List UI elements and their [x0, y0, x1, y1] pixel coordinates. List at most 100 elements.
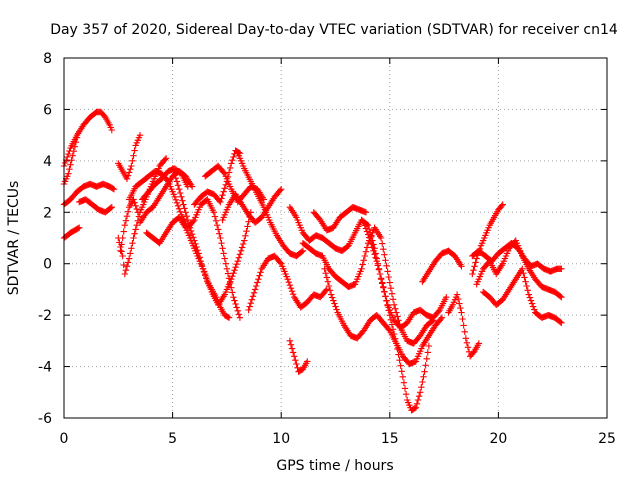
data-point — [286, 281, 294, 289]
data-point — [117, 247, 124, 255]
series-arc-12 — [143, 209, 254, 309]
data-point — [526, 294, 534, 301]
data-point — [392, 335, 399, 342]
data-point — [123, 263, 131, 270]
data-point — [399, 373, 407, 381]
data-point — [177, 189, 184, 197]
chart-title: Day 357 of 2020, Sidereal Day-to-day VTE… — [50, 22, 618, 38]
data-point — [417, 389, 424, 396]
data-point — [121, 221, 129, 229]
series-arc-30 — [479, 265, 565, 327]
data-point — [472, 259, 479, 266]
series-arc-8 — [117, 196, 142, 255]
data-point — [383, 262, 390, 270]
data-point — [287, 284, 295, 292]
data-point — [558, 265, 565, 273]
y-tick-label: 4 — [43, 154, 52, 170]
data-point — [332, 303, 339, 310]
data-point — [133, 205, 140, 213]
data-point — [294, 364, 301, 372]
data-point — [521, 274, 528, 281]
x-tick-label: 0 — [60, 431, 69, 447]
data-point — [393, 309, 400, 316]
data-point — [232, 300, 239, 308]
data-point — [100, 112, 108, 120]
data-point — [110, 185, 118, 193]
data-point — [385, 273, 392, 281]
data-point — [374, 262, 382, 269]
data-point — [323, 274, 331, 281]
data-point — [372, 254, 379, 261]
x-tick-label: 15 — [381, 431, 399, 447]
data-point — [190, 218, 197, 225]
data-point — [199, 265, 207, 273]
data-point — [65, 150, 72, 158]
data-point — [557, 293, 564, 300]
data-point — [470, 266, 477, 274]
series-arc-6 — [115, 131, 144, 183]
data-point — [471, 263, 478, 270]
data-point — [376, 270, 384, 278]
data-point — [174, 202, 182, 210]
data-point — [304, 358, 311, 365]
data-point — [524, 287, 531, 294]
data-point — [411, 405, 418, 412]
data-point — [196, 254, 203, 261]
data-point — [462, 335, 470, 342]
data-point — [119, 234, 126, 242]
data-point — [61, 159, 69, 167]
data-point — [362, 248, 370, 255]
data-point — [321, 265, 328, 273]
data-point — [438, 314, 446, 321]
data-point — [69, 152, 76, 159]
data-point — [395, 351, 402, 358]
data-point — [412, 404, 420, 411]
data-point — [174, 182, 182, 189]
data-point — [420, 373, 427, 381]
data-point — [292, 356, 299, 364]
data-point — [221, 255, 228, 262]
data-point — [380, 245, 387, 253]
data-point — [286, 337, 294, 345]
data-point — [362, 225, 370, 232]
data-point — [135, 213, 143, 220]
series-arc-20 — [286, 203, 450, 332]
data-point — [221, 185, 228, 192]
data-point — [528, 300, 536, 307]
data-point — [222, 181, 230, 189]
data-point — [70, 148, 77, 155]
data-point — [182, 209, 189, 216]
data-point — [67, 161, 74, 168]
series-arc-29 — [473, 237, 565, 301]
data-point — [217, 234, 224, 242]
data-point — [118, 241, 125, 248]
data-point — [220, 169, 227, 176]
data-point — [230, 269, 237, 277]
series-arc-21 — [299, 224, 437, 347]
data-point — [233, 304, 240, 311]
data-point — [225, 314, 233, 321]
data-point — [124, 259, 132, 266]
data-point — [437, 315, 445, 323]
data-point — [122, 217, 130, 224]
x-tick-label: 20 — [489, 431, 507, 447]
data-point — [360, 257, 367, 264]
series-arc-3 — [60, 180, 118, 208]
data-point — [231, 266, 238, 274]
data-point — [465, 348, 473, 355]
data-point — [360, 219, 367, 226]
data-point — [245, 218, 252, 225]
data-point — [361, 252, 369, 260]
data-point — [172, 196, 180, 204]
data-point — [191, 237, 198, 244]
data-point — [186, 224, 194, 231]
y-tick-label: -2 — [38, 308, 52, 324]
data-point — [519, 265, 526, 273]
data-point — [228, 160, 235, 167]
data-point — [284, 275, 291, 283]
data-point — [455, 295, 462, 303]
data-point — [382, 293, 389, 300]
data-point — [377, 275, 385, 282]
data-point — [523, 282, 530, 290]
data-point — [289, 349, 297, 356]
